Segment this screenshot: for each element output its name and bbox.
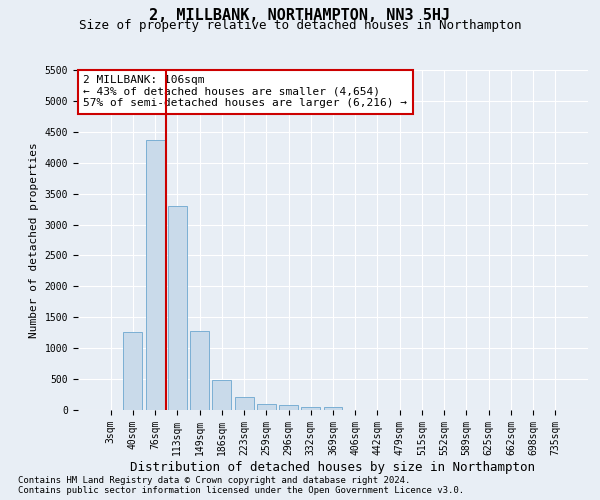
X-axis label: Distribution of detached houses by size in Northampton: Distribution of detached houses by size … — [131, 460, 536, 473]
Bar — [235, 396, 254, 410]
Bar — [190, 332, 209, 410]
Text: 2 MILLBANK: 106sqm
← 43% of detached houses are smaller (4,654)
57% of semi-deta: 2 MILLBANK: 106sqm ← 43% of detached hou… — [83, 75, 407, 108]
Text: 2, MILLBANK, NORTHAMPTON, NN3 5HJ: 2, MILLBANK, NORTHAMPTON, NN3 5HJ — [149, 8, 451, 22]
Bar — [323, 406, 343, 410]
Bar — [301, 406, 320, 410]
Bar — [168, 206, 187, 410]
Bar — [146, 140, 164, 410]
Text: Contains public sector information licensed under the Open Government Licence v3: Contains public sector information licen… — [18, 486, 464, 495]
Text: Contains HM Land Registry data © Crown copyright and database right 2024.: Contains HM Land Registry data © Crown c… — [18, 476, 410, 485]
Text: Size of property relative to detached houses in Northampton: Size of property relative to detached ho… — [79, 18, 521, 32]
Bar — [279, 406, 298, 410]
Y-axis label: Number of detached properties: Number of detached properties — [29, 142, 39, 338]
Bar — [212, 380, 231, 410]
Bar — [124, 332, 142, 410]
Bar — [257, 404, 276, 410]
